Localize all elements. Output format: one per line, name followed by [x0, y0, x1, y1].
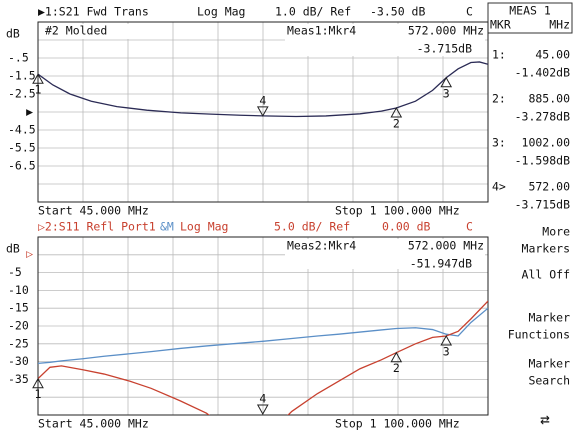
- marker-label: 2: [393, 117, 400, 131]
- softkey[interactable]: Marker: [528, 357, 570, 371]
- trace: [38, 300, 488, 415]
- plot-frame: [37, 236, 489, 416]
- side-title: MEAS 1: [509, 4, 551, 18]
- marker-id: 4>: [492, 180, 506, 194]
- scroll-icon[interactable]: ⇄: [540, 410, 550, 429]
- start-label: Start 45.000 MHz: [38, 417, 149, 431]
- marker-id: 3:: [492, 136, 506, 150]
- readout: 572.000 MHz: [408, 24, 484, 38]
- channel-header: 5.0 dB/ Ref: [274, 220, 350, 234]
- y-tick-label: -10: [8, 283, 29, 297]
- y-tick-label: -.5: [8, 51, 29, 65]
- marker: [440, 334, 453, 346]
- readout: -3.715dB: [417, 42, 472, 56]
- marker-label: 2: [393, 361, 400, 375]
- readout-bg: [285, 24, 485, 56]
- readout: Meas1:Mkr4: [287, 24, 356, 38]
- y-tick-label: -15: [8, 301, 29, 315]
- annotation: #2 Molded: [45, 24, 107, 38]
- channel-header: &M: [160, 220, 174, 234]
- y-tick-label: -2.5: [8, 87, 36, 101]
- y-axis-label: dB: [6, 242, 20, 256]
- trace: [38, 307, 488, 365]
- marker-label: 4: [259, 93, 266, 107]
- y-tick-label: -30: [8, 354, 29, 368]
- softkey[interactable]: Marker: [528, 311, 570, 325]
- marker-label: 4: [259, 392, 266, 406]
- plot-frame: [37, 21, 489, 203]
- marker-id: 2:: [492, 92, 506, 106]
- marker-freq: 45.00: [535, 48, 570, 62]
- side-box: [487, 2, 573, 34]
- y-tick-label: -35: [8, 372, 29, 386]
- marker-label: 1: [35, 83, 42, 97]
- softkey[interactable]: More: [542, 225, 570, 239]
- stop-label: Stop 1 100.000 MHz: [335, 204, 460, 218]
- channel-header: 0.00 dB: [382, 220, 431, 234]
- marker: [32, 73, 44, 84]
- marker: [390, 351, 403, 363]
- y-tick-label: -5.5: [8, 141, 36, 155]
- start-label: Start 45.000 MHz: [38, 204, 149, 218]
- marker-label: 1: [35, 387, 42, 401]
- y-tick-label: -25: [8, 336, 29, 350]
- marker-freq: 572.00: [528, 180, 570, 194]
- channel-header: C: [466, 220, 473, 234]
- channel-header: 1.0 dB/ Ref: [275, 5, 351, 19]
- channel-header: Log Mag: [180, 220, 228, 234]
- marker: [32, 377, 44, 389]
- readout: 572.000 MHz: [408, 239, 484, 253]
- annotation-bg: [42, 24, 130, 39]
- channel-header: ▷2:S11 Refl Port1: [38, 220, 156, 234]
- marker-freq: 885.00: [528, 92, 570, 106]
- marker: [390, 106, 403, 118]
- channel-header: -3.50 dB: [370, 5, 425, 19]
- marker-id: 1:: [492, 48, 506, 62]
- softkey[interactable]: Functions: [508, 328, 570, 342]
- softkey[interactable]: Search: [528, 374, 570, 388]
- marker-level: -3.278dB: [515, 110, 570, 124]
- side-units: MHz: [549, 18, 570, 32]
- channel-header: C: [466, 5, 473, 19]
- softkey[interactable]: Markers: [522, 242, 570, 256]
- marker-label: 3: [443, 86, 450, 100]
- marker-label: 3: [443, 344, 450, 358]
- marker: [256, 106, 269, 117]
- ref-arrow: ▶: [26, 105, 33, 119]
- trace: [38, 61, 488, 118]
- marker-level: -3.715dB: [515, 198, 570, 212]
- marker-level: -1.598dB: [515, 154, 570, 168]
- channel-header: ▶1:S21 Fwd Trans: [38, 5, 149, 19]
- side-units: MKR: [490, 18, 511, 32]
- y-tick-label: -1.5: [8, 69, 36, 83]
- readout-bg: [285, 239, 485, 269]
- y-axis-label: dB: [6, 27, 20, 41]
- stop-label: Stop 1 100.000 MHz: [335, 417, 460, 431]
- y-tick-label: -20: [8, 319, 29, 333]
- marker: [256, 404, 269, 416]
- readout: -51.947dB: [410, 257, 472, 271]
- y-tick-label: -4.5: [8, 123, 36, 137]
- y-tick-label: -6.5: [8, 159, 36, 173]
- readout: Meas2:Mkr4: [287, 239, 356, 253]
- y-tick-label: -5: [8, 265, 22, 279]
- ref-arrow: ▷: [26, 247, 33, 261]
- marker-freq: 1002.00: [522, 136, 571, 150]
- channel-header: Log Mag: [197, 5, 245, 19]
- softkey[interactable]: All Off: [522, 268, 570, 282]
- marker-level: -1.402dB: [515, 66, 570, 80]
- marker: [440, 76, 453, 88]
